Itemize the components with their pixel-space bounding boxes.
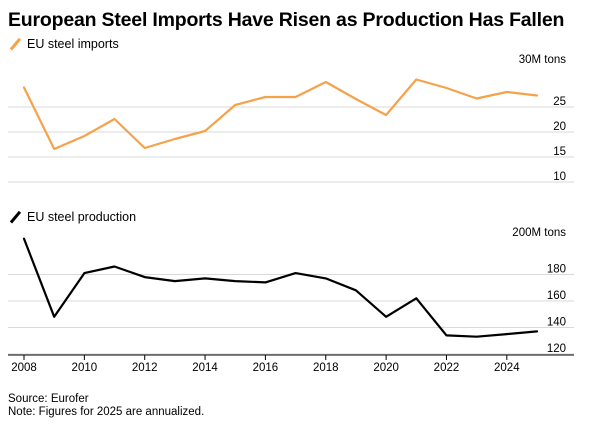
imports-series-line: [22, 78, 539, 151]
imports-ytick-label: 15: [553, 146, 566, 158]
production-ytick-label: 180: [547, 264, 566, 276]
imports-legend-label: EU steel imports: [27, 37, 119, 51]
legend-production: EU steel production: [8, 210, 136, 224]
chart-title: European Steel Imports Have Risen as Pro…: [8, 9, 565, 31]
source-note: Source: Eurofer: [8, 393, 89, 405]
imports-ytick-label: 10: [553, 171, 566, 183]
x-tick-label: 2008: [11, 362, 37, 374]
imports-ytick-label: 20: [553, 121, 566, 133]
x-tick-label: 2022: [434, 362, 460, 374]
x-tick-label: 2010: [72, 362, 98, 374]
x-tick-label: 2024: [494, 362, 520, 374]
x-tick-label: 2020: [373, 362, 399, 374]
legend-imports: EU steel imports: [8, 37, 119, 51]
production-unit-label: 200M tons: [512, 227, 566, 239]
x-tick-label: 2014: [192, 362, 218, 374]
x-tick-label: 2016: [253, 362, 279, 374]
imports-ytick-label: 25: [553, 96, 566, 108]
production-ytick-label: 120: [547, 343, 566, 355]
production-ytick-label: 160: [547, 290, 566, 302]
x-tick-label: 2018: [313, 362, 339, 374]
production-series-line: [22, 237, 539, 338]
footnote: Note: Figures for 2025 are annualized.: [8, 406, 205, 418]
production-legend-label: EU steel production: [27, 210, 137, 224]
x-tick-label: 2012: [132, 362, 158, 374]
imports-unit-label: 30M tons: [519, 54, 567, 66]
production-ytick-label: 140: [547, 317, 566, 329]
